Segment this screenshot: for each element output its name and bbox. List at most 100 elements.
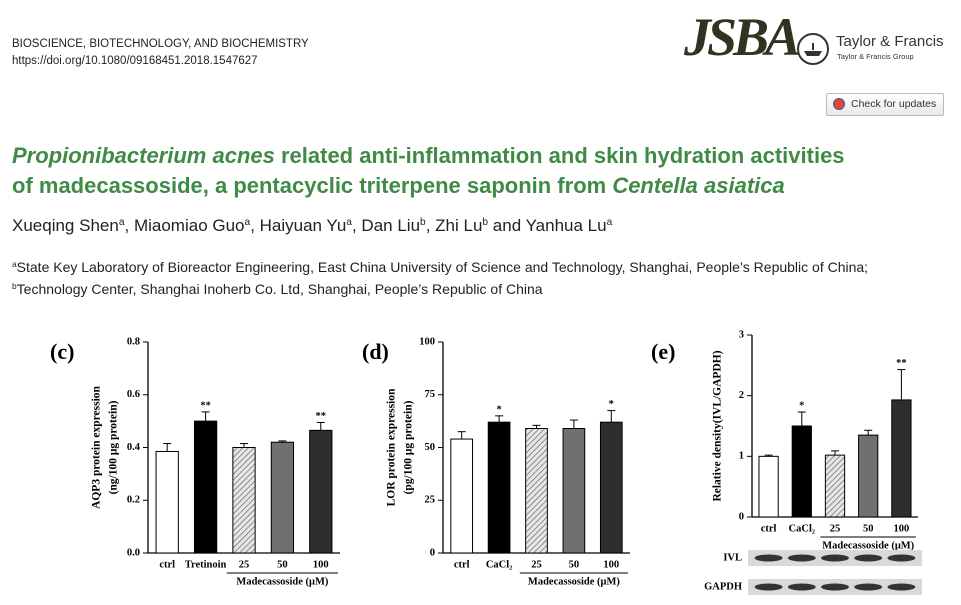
title-line: of madecassoside, a pentacyclic triterpe…	[12, 171, 845, 201]
title-segment: related anti-inflammation and skin hydra…	[274, 143, 845, 168]
bar	[758, 455, 779, 518]
bar	[270, 441, 295, 554]
y-tick-label: 2	[739, 390, 744, 401]
bar	[232, 447, 256, 554]
author-separator: ,	[124, 216, 134, 235]
check-updates-button[interactable]: Check for updates	[826, 93, 944, 116]
title-segment: of madecassoside, a pentacyclic triterpe…	[12, 173, 613, 198]
significance-label: **	[896, 358, 907, 369]
y-tick-label: 75	[425, 389, 436, 400]
author-separator: ,	[351, 216, 362, 235]
panel-label: (d)	[362, 339, 389, 364]
x-tick-label: ctrl	[761, 523, 777, 534]
blot-band	[754, 583, 783, 591]
author-separator: ,	[425, 216, 436, 235]
author-name: Miaomiao Guo	[133, 216, 245, 235]
y-tick-label: 3	[739, 329, 744, 340]
journal-logo: JSBA	[684, 7, 801, 67]
x-tick-label: 100	[603, 559, 619, 570]
affiliation-mark: b	[12, 281, 17, 292]
publisher: Taylor & Francis	[836, 33, 944, 50]
affiliation: bTechnology Center, Shanghai Inoherb Co.…	[12, 277, 868, 299]
title-segment: Propionibacterium acnes	[12, 143, 275, 168]
x-tick-label: 100	[313, 559, 329, 570]
y-tick-label: 0.0	[127, 547, 140, 558]
bar	[599, 421, 623, 554]
y-tick-label: 25	[425, 495, 436, 506]
blot-label: IVL	[723, 552, 742, 563]
significance-label: *	[609, 399, 614, 410]
affiliations: aState Key Laboratory of Bioreactor Engi…	[12, 255, 868, 299]
blot-band	[854, 583, 883, 591]
authors: Xueqing Shena, Miaomiao Guoa, Haiyuan Yu…	[12, 216, 612, 236]
significance-label: **	[200, 400, 211, 411]
x-tick-label: 50	[277, 559, 288, 570]
group-label: Madecassoside (μM)	[236, 576, 328, 587]
x-tick-label: ctrl	[454, 559, 470, 570]
y-axis-label: LOR protein expression	[386, 388, 398, 506]
blot-band	[754, 554, 783, 562]
publisher-icon	[797, 33, 829, 65]
bar	[193, 420, 218, 554]
publisher-group: Taylor & Francis Group	[837, 52, 914, 61]
author-affiliation: b	[420, 216, 426, 228]
y-axis-label: (ng/100 μg protein)	[108, 400, 120, 494]
bar	[891, 399, 912, 518]
author-name: Xueqing Shen	[12, 216, 119, 235]
bar	[824, 454, 846, 518]
button-label[interactable]: Check for updates	[851, 98, 937, 110]
blot-band	[821, 554, 849, 562]
x-tick-label: Tretinoin	[185, 559, 227, 570]
bar	[525, 428, 548, 554]
bar	[309, 429, 333, 554]
blot-band	[787, 554, 816, 562]
bar	[562, 428, 586, 554]
significance-label: *	[496, 404, 501, 415]
journal-name: BIOSCIENCE, BIOTECHNOLOGY, AND BIOCHEMIS…	[12, 38, 309, 50]
y-tick-label: 1	[739, 451, 744, 462]
author-separator: ,	[250, 216, 260, 235]
author-affiliation: b	[482, 216, 489, 228]
x-tick-label: 25	[239, 559, 250, 570]
blot-band	[821, 583, 849, 591]
bar	[155, 450, 179, 554]
y-tick-label: 0.6	[127, 389, 140, 400]
author-name: Haiyuan Yu	[259, 216, 347, 235]
y-tick-label: 0.2	[127, 495, 140, 506]
y-tick-label: 50	[425, 442, 436, 453]
group-label: Madecassoside (μM)	[528, 576, 620, 587]
title-line: Propionibacterium acnes related anti-inf…	[12, 141, 845, 171]
x-tick-label: CaCl₂	[789, 523, 815, 534]
significance-label: *	[799, 400, 804, 411]
author-separator: and	[488, 216, 526, 235]
y-tick-label: 0.4	[127, 442, 141, 453]
blot-band	[854, 554, 883, 562]
article-title: Propionibacterium acnes related anti-inf…	[12, 141, 845, 201]
y-tick-label: 0	[739, 511, 744, 522]
author-affiliation: a	[606, 216, 613, 228]
bar	[791, 425, 812, 518]
blot-band	[787, 583, 816, 591]
author-affiliation: a	[118, 216, 125, 228]
y-axis-label: Relative density(IVL/GAPDH)	[712, 350, 724, 501]
author-name: Zhi Lu	[435, 216, 483, 235]
y-tick-label: 0	[430, 547, 435, 558]
significance-label: **	[316, 411, 327, 422]
affiliation-text: State Key Laboratory of Bioreactor Engin…	[16, 259, 869, 276]
blot-band	[887, 554, 916, 562]
blot-band	[887, 583, 916, 591]
affiliation-text: Technology Center, Shanghai Inoherb Co. …	[16, 281, 543, 298]
y-axis-label: (pg/100 μg protein)	[403, 400, 415, 494]
x-tick-label: 50	[569, 559, 580, 570]
author-affiliation: a	[346, 216, 352, 228]
panel-label: (e)	[651, 339, 675, 364]
blot-label: GAPDH	[704, 581, 742, 592]
bar	[450, 438, 474, 554]
doi[interactable]: https://doi.org/10.1080/09168451.2018.15…	[12, 55, 258, 67]
title-segment: Centella asiatica	[612, 173, 785, 198]
affiliation: aState Key Laboratory of Bioreactor Engi…	[12, 255, 868, 277]
bar	[858, 434, 879, 518]
x-tick-label: 25	[830, 523, 841, 534]
x-tick-label: CaCl₂	[486, 559, 512, 570]
